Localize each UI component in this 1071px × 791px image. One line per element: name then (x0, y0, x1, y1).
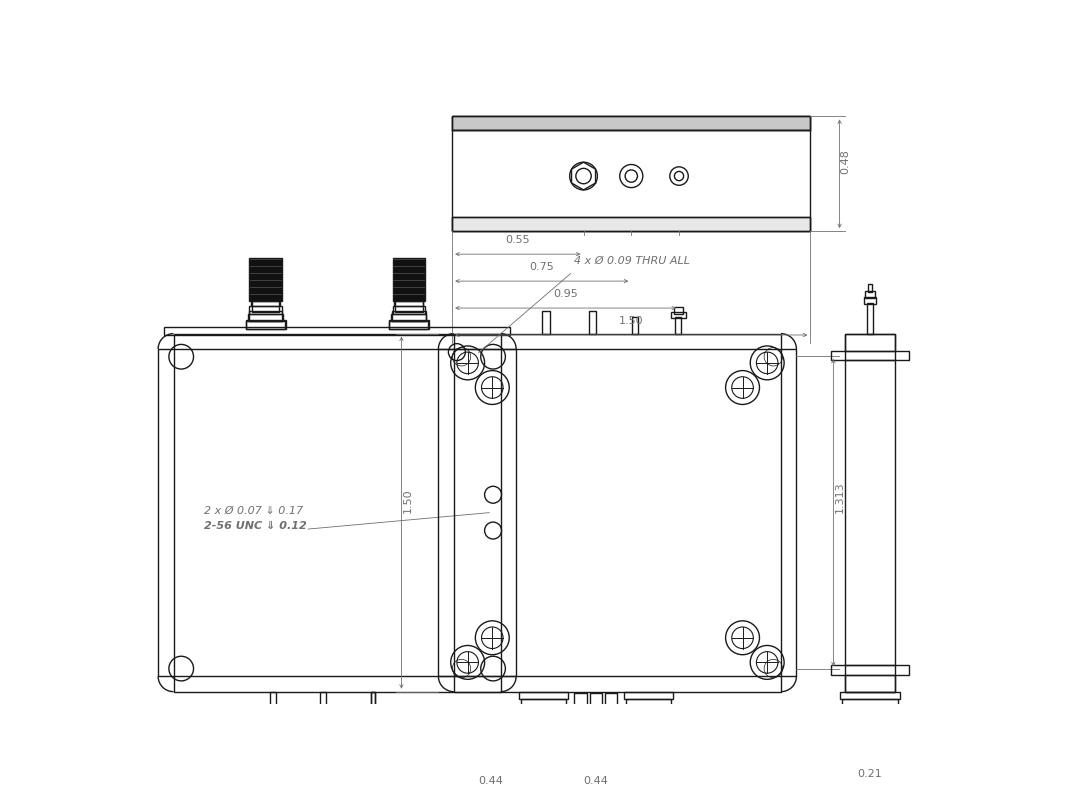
Bar (252, 301, 280, 312)
Bar (627, 699, 670, 706)
Bar (393, 258, 425, 301)
Bar (438, 349, 797, 676)
Bar (542, 311, 549, 334)
Bar (452, 116, 811, 131)
Bar (395, 301, 423, 312)
Text: 0.21: 0.21 (858, 769, 883, 778)
Bar (674, 308, 683, 313)
Bar (845, 675, 895, 691)
Text: 0.55: 0.55 (506, 235, 530, 245)
Bar (866, 303, 873, 334)
Text: 1.50: 1.50 (403, 488, 412, 513)
Bar (270, 691, 275, 726)
Bar (250, 258, 282, 301)
Bar (245, 320, 286, 329)
Text: 0.44: 0.44 (584, 777, 608, 786)
Bar (246, 321, 285, 329)
Bar (174, 334, 501, 691)
Bar (845, 712, 895, 762)
Bar (251, 298, 281, 306)
Bar (263, 726, 282, 730)
Bar (369, 713, 377, 719)
Bar (395, 290, 422, 298)
Bar (522, 699, 565, 706)
Bar (574, 693, 587, 707)
Bar (391, 313, 426, 321)
Bar (590, 693, 602, 707)
Bar (845, 334, 895, 691)
Bar (840, 691, 901, 699)
Bar (845, 706, 895, 712)
Bar (365, 709, 380, 713)
Bar (523, 706, 564, 712)
Bar (247, 313, 283, 321)
Bar (452, 218, 811, 231)
Bar (588, 311, 597, 334)
Bar (164, 327, 510, 335)
Bar (393, 306, 425, 313)
Bar (675, 316, 681, 334)
Bar (605, 693, 618, 707)
Bar (670, 312, 687, 318)
Bar (250, 306, 282, 313)
Bar (628, 706, 669, 712)
Text: 4 x Ø 0.09 THRU ALL: 4 x Ø 0.09 THRU ALL (574, 255, 691, 266)
Text: 2-56 UNC ⇓ 0.12: 2-56 UNC ⇓ 0.12 (205, 520, 307, 531)
Bar (392, 311, 425, 321)
Bar (371, 691, 375, 718)
Bar (454, 334, 781, 691)
Text: 0.75: 0.75 (529, 262, 554, 272)
Text: 2 x Ø 0.07 ⇓ 0.17: 2 x Ø 0.07 ⇓ 0.17 (205, 506, 303, 516)
Bar (390, 321, 428, 329)
Bar (394, 298, 423, 306)
Bar (452, 116, 811, 131)
Bar (371, 691, 375, 718)
Bar (314, 726, 332, 730)
Bar (864, 297, 876, 305)
Bar (159, 349, 516, 676)
Bar (845, 334, 895, 350)
Text: 1.313: 1.313 (834, 481, 845, 513)
Bar (628, 712, 669, 758)
Bar (452, 116, 811, 231)
Text: 0.44: 0.44 (479, 777, 503, 786)
Bar (248, 311, 283, 321)
Bar (868, 284, 872, 292)
Bar (842, 699, 899, 706)
Bar (389, 320, 428, 329)
Bar (623, 691, 673, 699)
Bar (632, 316, 638, 334)
Bar (253, 290, 278, 298)
Text: 1.50: 1.50 (619, 316, 644, 326)
Bar (320, 691, 326, 726)
Bar (831, 665, 909, 675)
Text: 0.95: 0.95 (554, 289, 578, 299)
Bar (452, 218, 811, 231)
Bar (518, 691, 568, 699)
Bar (831, 350, 909, 360)
Bar (865, 290, 875, 298)
Bar (523, 712, 564, 758)
Text: 0.48: 0.48 (841, 149, 850, 174)
